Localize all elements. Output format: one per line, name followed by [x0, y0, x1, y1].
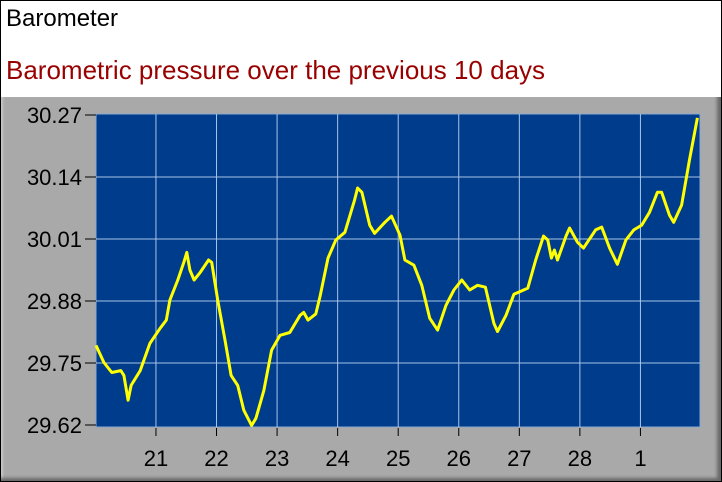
- x-tick-label: 22: [204, 446, 228, 471]
- chart-subtitle: Barometric pressure over the previous 10…: [6, 55, 546, 85]
- x-tick-label: 26: [447, 446, 471, 471]
- y-tick-label: 30.14: [27, 165, 82, 190]
- x-tick-label: 24: [325, 446, 349, 471]
- y-tick-label: 29.75: [27, 351, 82, 376]
- y-tick-label: 30.27: [27, 103, 82, 128]
- y-tick-label: 29.62: [27, 413, 82, 438]
- chart-header: Barometer Barometric pressure over the p…: [1, 1, 721, 97]
- y-tick-label: 30.01: [27, 227, 82, 252]
- x-tick-label: 21: [144, 446, 168, 471]
- y-tick-label: 29.88: [27, 289, 82, 314]
- pressure-series-line: [94, 117, 699, 427]
- x-tick-label: 28: [568, 446, 592, 471]
- x-tick-label: 27: [507, 446, 531, 471]
- chart-title: Barometer: [6, 5, 119, 32]
- x-tick-label: 1: [634, 446, 646, 471]
- x-tick-label: 23: [265, 446, 289, 471]
- x-tick-label: 25: [386, 446, 410, 471]
